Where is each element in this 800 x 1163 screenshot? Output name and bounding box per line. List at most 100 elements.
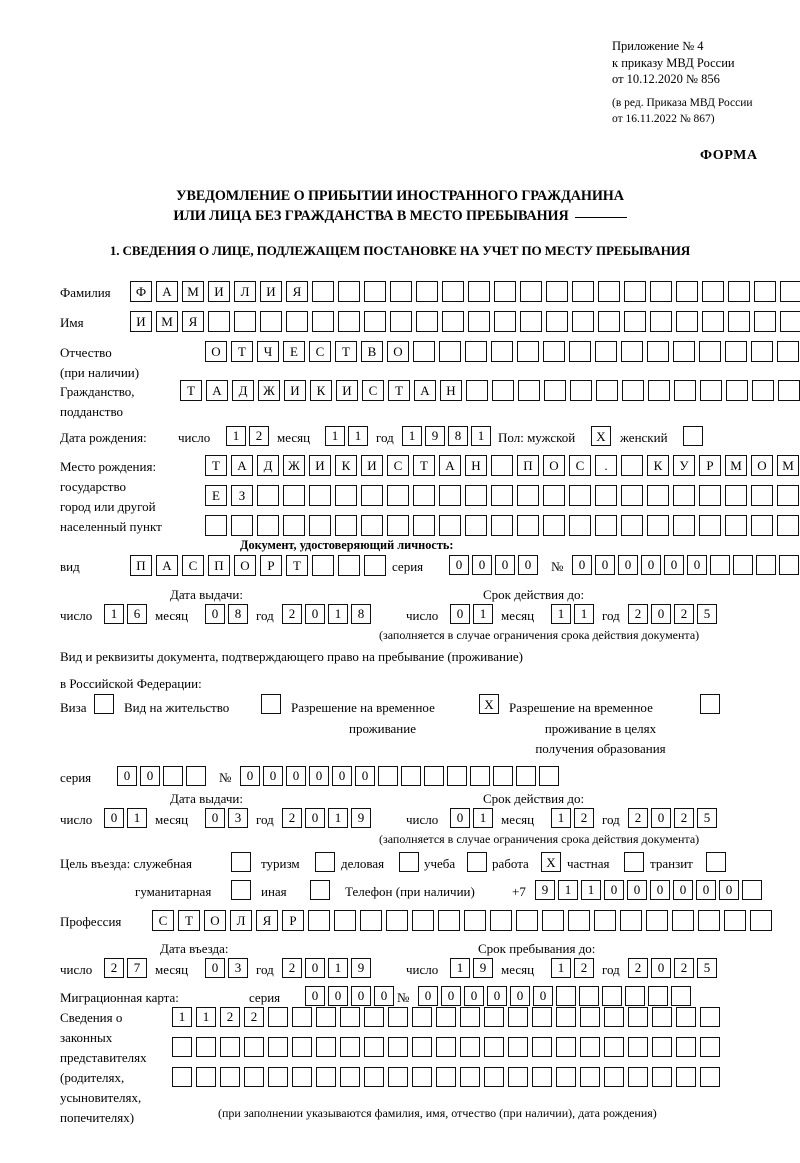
cell[interactable] [596,380,618,401]
cell[interactable] [650,311,672,332]
cell[interactable] [412,1007,432,1027]
cell[interactable]: О [234,555,256,576]
cell[interactable] [676,1007,696,1027]
cell[interactable] [542,910,564,931]
cell[interactable]: 5 [697,604,717,624]
cell[interactable]: 0 [696,880,716,900]
cell[interactable] [650,281,672,302]
cell[interactable] [465,341,487,362]
cell[interactable] [570,380,592,401]
cell[interactable] [556,1067,576,1087]
cell[interactable]: 2 [674,958,694,978]
cell[interactable]: С [152,910,174,931]
purpose-tourism-checkbox[interactable] [315,852,335,872]
cell[interactable] [508,1007,528,1027]
cell[interactable] [94,694,114,714]
cell[interactable] [268,1007,288,1027]
cell[interactable] [220,1067,240,1087]
cell[interactable] [172,1067,192,1087]
cell[interactable] [312,311,334,332]
cell[interactable] [492,380,514,401]
cell[interactable]: 8 [448,426,468,446]
cell[interactable] [196,1037,216,1057]
cell[interactable]: 2 [282,604,302,624]
cell[interactable]: Р [260,555,282,576]
cell[interactable]: 1 [172,1007,192,1027]
cell[interactable]: 1 [328,604,348,624]
cell[interactable]: 0 [205,958,225,978]
cell[interactable]: 0 [240,766,260,786]
cell[interactable]: 1 [574,604,594,624]
cell[interactable]: У [673,455,695,476]
cell[interactable]: 0 [719,880,739,900]
cell[interactable]: 2 [244,1007,264,1027]
cell[interactable] [546,311,568,332]
cell[interactable] [628,1037,648,1057]
cell[interactable]: 0 [355,766,375,786]
cell[interactable] [543,515,565,536]
cell[interactable]: 1 [104,604,124,624]
cell[interactable]: Р [282,910,304,931]
cell[interactable] [594,910,616,931]
cell[interactable]: 1 [196,1007,216,1027]
cell[interactable] [465,515,487,536]
cell[interactable] [412,1037,432,1057]
cell[interactable] [602,986,622,1006]
cell[interactable]: М [182,281,204,302]
cell[interactable] [628,1067,648,1087]
cell[interactable]: Я [182,311,204,332]
cell[interactable] [778,380,800,401]
cell[interactable] [442,311,464,332]
cell[interactable] [508,1067,528,1087]
cell[interactable]: 0 [351,986,371,1006]
cell[interactable]: 1 [226,426,246,446]
cell[interactable] [401,766,421,786]
cell[interactable] [706,852,726,872]
cell[interactable]: Т [205,455,227,476]
cell[interactable] [196,1067,216,1087]
cell[interactable]: О [387,341,409,362]
cell[interactable]: Т [178,910,200,931]
cell[interactable] [546,281,568,302]
cell[interactable] [683,426,703,446]
cell[interactable]: Н [440,380,462,401]
cell[interactable] [484,1067,504,1087]
cell[interactable]: Т [286,555,308,576]
cell[interactable] [625,986,645,1006]
cell[interactable] [568,910,590,931]
cell[interactable]: 2 [628,808,648,828]
cell[interactable]: 0 [450,808,470,828]
cell[interactable]: 0 [286,766,306,786]
cell[interactable] [676,281,698,302]
cell[interactable]: И [284,380,306,401]
cell[interactable] [754,311,776,332]
cell[interactable] [647,485,669,506]
cell[interactable] [231,880,251,900]
cell[interactable] [672,910,694,931]
cell[interactable]: 2 [574,808,594,828]
cell[interactable] [413,515,435,536]
cell[interactable] [460,1067,480,1087]
cell[interactable]: М [777,455,799,476]
cell[interactable] [494,281,516,302]
cell[interactable] [292,1067,312,1087]
purpose-transit-checkbox[interactable] [706,852,726,872]
cell[interactable] [699,485,721,506]
cell[interactable] [388,1067,408,1087]
cell[interactable]: И [336,380,358,401]
cell[interactable]: 0 [263,766,283,786]
cell[interactable]: 2 [674,808,694,828]
cell[interactable]: К [647,455,669,476]
